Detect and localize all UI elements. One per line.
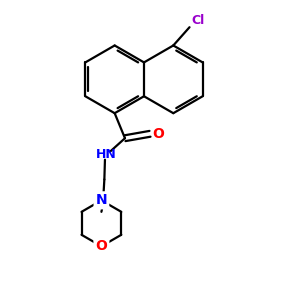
Text: O: O	[152, 127, 164, 141]
Text: HN: HN	[95, 148, 116, 161]
Text: O: O	[95, 239, 107, 253]
Text: N: N	[96, 193, 107, 207]
Text: Cl: Cl	[191, 14, 204, 27]
